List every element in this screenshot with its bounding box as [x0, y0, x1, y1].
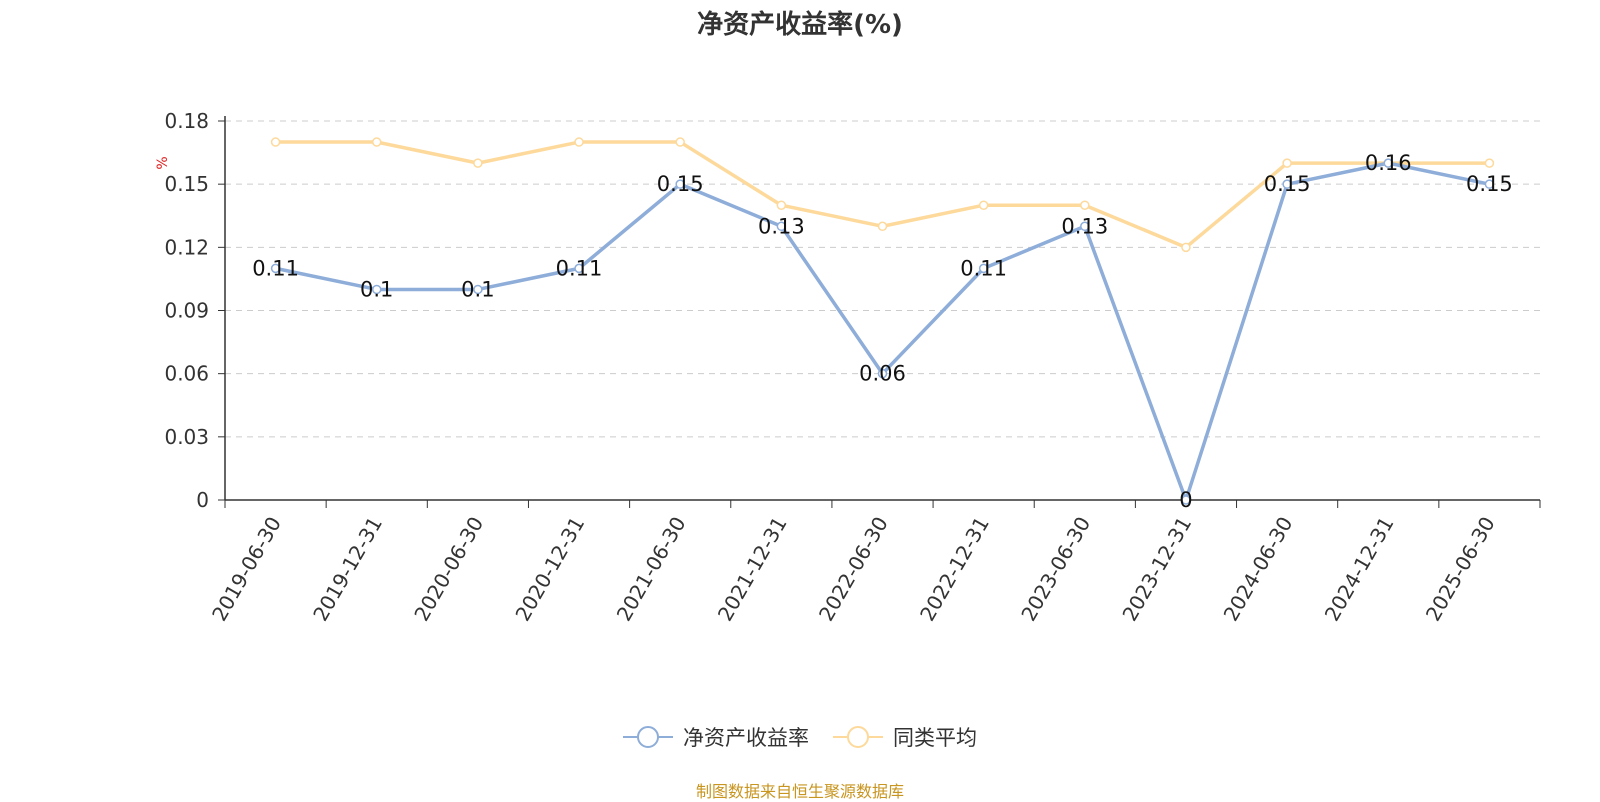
data-point-peer-average: [1484, 158, 1495, 168]
data-label-roe: 0.1: [461, 277, 494, 301]
data-point-roe: [978, 263, 989, 274]
x-tick-label: 2024-06-30: [1219, 513, 1298, 626]
data-point-roe: [574, 263, 584, 274]
y-tick-label: 0: [196, 488, 209, 512]
data-label-roe: 0.13: [758, 214, 805, 238]
data-point-roe: [675, 179, 685, 189]
data-label-roe: 0.13: [1061, 214, 1108, 238]
legend-label-roe: 净资产收益率: [683, 726, 809, 750]
data-point-peer-average: [473, 158, 483, 168]
y-tick-label: 0.12: [164, 235, 209, 259]
data-point-roe: [877, 368, 888, 379]
data-point-peer-average: [776, 200, 787, 210]
y-tick-label: 0.03: [164, 425, 209, 449]
legend-item-roe[interactable]: 净资产收益率: [623, 722, 809, 752]
data-point-roe: [1181, 495, 1191, 505]
data-point-roe: [1383, 158, 1394, 168]
data-label-roe: 0.11: [252, 256, 299, 280]
x-tick-label: 2021-06-30: [612, 513, 691, 626]
x-tick-label: 2023-12-31: [1117, 513, 1196, 626]
data-point-peer-average: [1282, 158, 1292, 168]
data-point-peer-average: [675, 137, 685, 147]
legend-label-peer-average: 同类平均: [893, 726, 977, 750]
legend-swatch-peer-average: [833, 726, 883, 748]
data-point-peer-average: [877, 221, 888, 232]
data-point-peer-average: [371, 137, 382, 147]
x-tick-label: 2024-12-31: [1320, 513, 1399, 626]
data-point-peer-average: [1181, 242, 1191, 253]
data-point-roe: [776, 221, 787, 232]
x-tick-label: 2022-12-31: [915, 513, 994, 626]
series-line-roe: [275, 161, 1490, 502]
data-point-roe: [1080, 221, 1090, 232]
x-tick-label: 2019-06-30: [207, 513, 286, 626]
data-point-peer-average: [978, 200, 989, 210]
x-tick-label: 2022-06-30: [814, 513, 893, 626]
x-tick-label: 2020-06-30: [409, 513, 488, 626]
x-tick-label: 2021-12-31: [713, 513, 792, 626]
data-source-note: 制图数据来自恒生聚源数据库: [695, 782, 904, 801]
data-point-roe: [1484, 179, 1495, 189]
y-tick-label: 0.18: [164, 109, 209, 133]
data-label-roe: 0.15: [1466, 172, 1513, 196]
chart-title: 净资产收益率(%): [697, 10, 903, 40]
data-label-roe: 0.1: [360, 277, 393, 301]
data-label-roe: 0.06: [859, 362, 906, 386]
data-label-roe: 0.15: [1264, 172, 1311, 196]
data-label-roe: 0.15: [657, 172, 704, 196]
y-tick-label: 0.15: [164, 172, 209, 196]
data-label-roe: 0.16: [1365, 151, 1412, 175]
data-label-roe: 0.11: [960, 256, 1007, 280]
x-tick-label: 2023-06-30: [1016, 513, 1095, 626]
data-point-roe: [473, 284, 483, 295]
legend-item-peer-average[interactable]: 同类平均: [833, 722, 977, 752]
data-point-roe: [1282, 179, 1292, 189]
data-point-peer-average: [270, 137, 281, 147]
data-point-peer-average: [574, 137, 584, 147]
y-axis-unit-label: %: [155, 156, 171, 169]
data-label-roe: 0: [1179, 488, 1192, 512]
data-point-peer-average: [1080, 200, 1090, 210]
data-label-roe: 0.11: [556, 256, 603, 280]
x-tick-label: 2025-06-30: [1421, 513, 1500, 626]
x-tick-label: 2019-12-31: [308, 513, 387, 626]
y-tick-label: 0.09: [164, 299, 209, 323]
legend-swatch-roe: [623, 726, 673, 748]
data-point-roe: [371, 284, 382, 295]
y-tick-label: 0.06: [164, 362, 209, 386]
x-tick-label: 2020-12-31: [510, 513, 589, 626]
chart-legend: 净资产收益率 同类平均: [0, 722, 1600, 752]
data-point-roe: [270, 263, 281, 274]
